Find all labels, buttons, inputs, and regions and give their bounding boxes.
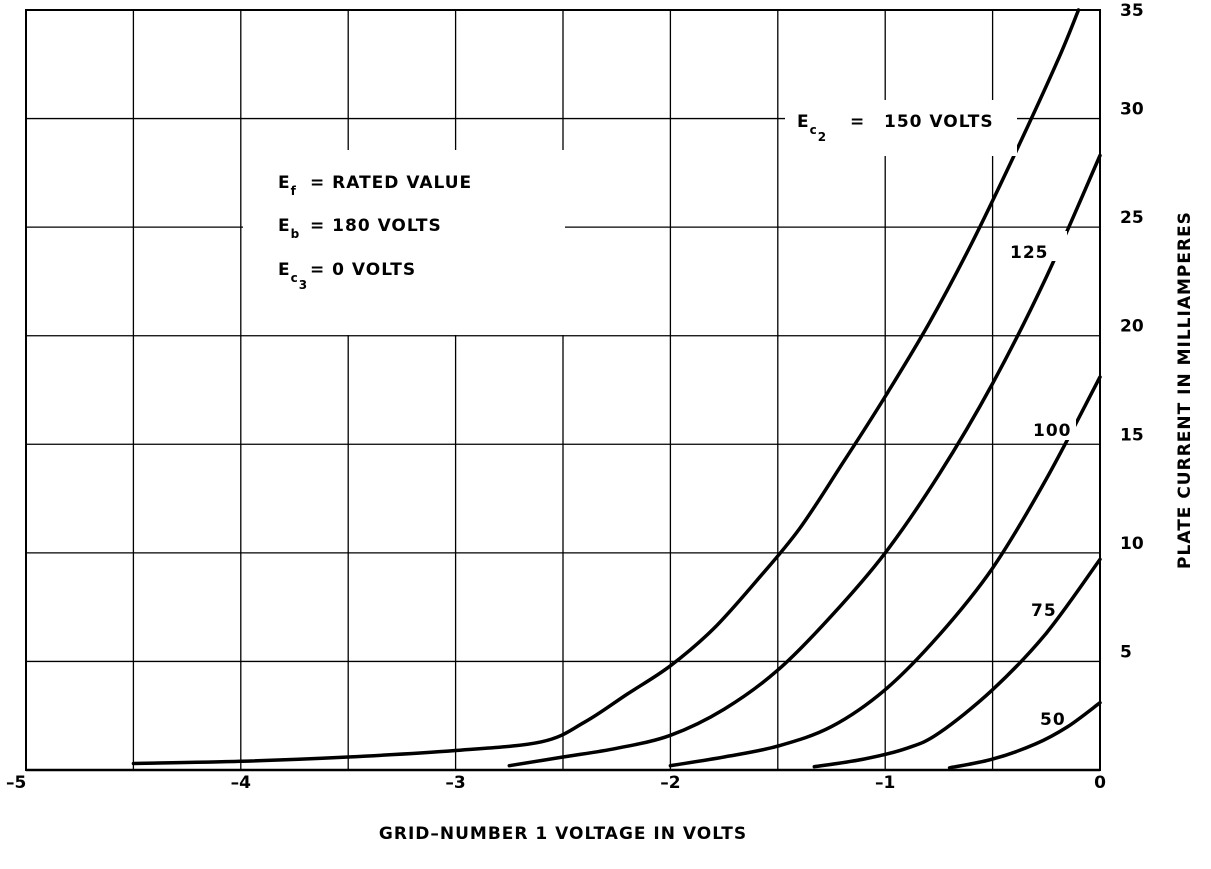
series-line — [947, 700, 1102, 770]
grid — [25, 9, 1101, 772]
x-tick-label: –1 — [875, 773, 895, 793]
conditions-box — [243, 150, 565, 335]
y-tick-label: 20 — [1120, 317, 1144, 337]
condition-label: Ef = RATED VALUE — [278, 173, 472, 198]
series-label-backdrop — [1005, 231, 1067, 261]
series-label-backdrop — [785, 100, 1017, 156]
curves — [131, 8, 1102, 770]
x-tick-labels: –5 –4 –3 –2 –1 0 — [6, 773, 1106, 793]
series-labels: Ec2= 150 VOLTS 125 100 75 50 — [797, 112, 1072, 730]
x-tick-label: 0 — [1094, 773, 1106, 793]
y-tick-label: 15 — [1120, 425, 1144, 445]
x-tick-label: –4 — [231, 773, 252, 793]
conditions-legend: Ef = RATED VALUE Eb = 180 VOLTS Ec3= 0 VOLTS — [278, 173, 472, 292]
series-line — [507, 153, 1102, 768]
condition-label: Eb = 180 VOLTS — [278, 216, 442, 241]
series-label-125: 125 — [1010, 243, 1049, 263]
y-tick-label: 30 — [1120, 100, 1144, 120]
series-label-100: 100 — [1033, 421, 1072, 441]
series-label-75: 75 — [1031, 601, 1057, 621]
y-axis-title: PLATE CURRENT IN MILLIAMPERES — [1175, 211, 1195, 569]
y-tick-label: 5 — [1120, 642, 1132, 662]
series-label-50: 50 — [1040, 710, 1066, 730]
series-line — [131, 8, 1081, 766]
series-label-150: Ec2= 150 VOLTS — [797, 112, 994, 144]
series-line — [812, 557, 1102, 769]
series-label-backdrop — [1028, 410, 1076, 440]
y-tick-label: 35 — [1120, 1, 1144, 21]
y-tick-label: 10 — [1120, 534, 1144, 554]
condition-label: Ec3= 0 VOLTS — [278, 260, 416, 292]
y-tick-label: 25 — [1120, 208, 1144, 228]
series-line — [668, 375, 1102, 768]
x-tick-label: –3 — [445, 773, 465, 793]
y-tick-labels: 5 10 15 20 25 30 35 — [1120, 1, 1144, 662]
x-tick-label: –2 — [660, 773, 680, 793]
x-tick-label: –5 — [6, 773, 26, 793]
x-axis-title: GRID–NUMBER 1 VOLTAGE IN VOLTS — [379, 824, 747, 844]
